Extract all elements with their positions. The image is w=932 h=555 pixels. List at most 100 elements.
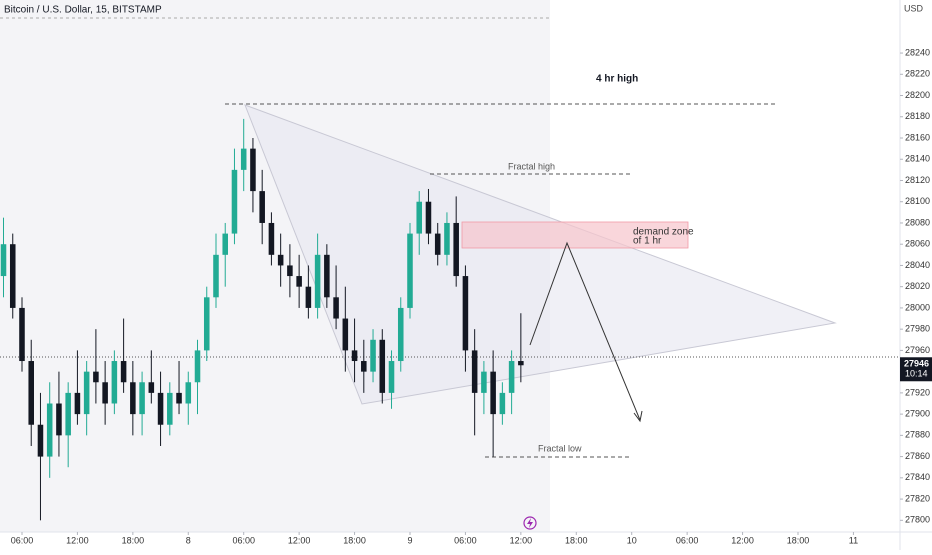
candle-body — [203, 297, 210, 351]
candle-body — [314, 254, 321, 308]
x-tick-label: 06:00 — [11, 535, 34, 545]
x-tick-label: 06:00 — [454, 535, 477, 545]
candle-body — [0, 244, 7, 277]
candle-body — [157, 392, 164, 425]
y-tick-label: 28120 — [905, 175, 930, 185]
candle-body — [287, 265, 293, 277]
candle-body — [471, 350, 478, 393]
alert-bolt — [527, 518, 533, 528]
candle-body — [499, 392, 506, 415]
y-tick-label: 27980 — [905, 324, 930, 334]
y-axis-label: USD — [904, 3, 924, 13]
candle-body — [397, 307, 404, 362]
y-tick-label: 28100 — [905, 196, 930, 206]
candle-body — [351, 350, 358, 362]
candle-body — [139, 382, 145, 415]
candles — [0, 118, 524, 521]
chart-title: Bitcoin / U.S. Dollar, 15, BITSTAMP — [4, 5, 162, 16]
candle-body — [462, 276, 469, 351]
candle-body — [333, 297, 339, 319]
candle-body — [407, 233, 413, 308]
x-tick-label: 12:00 — [731, 535, 754, 545]
last-price-label: 27946 — [904, 359, 929, 369]
candle-body — [102, 382, 108, 404]
arrow-head — [633, 410, 643, 423]
y-tick-label: 27960 — [905, 345, 930, 355]
candle-body — [361, 361, 367, 372]
candle-body — [508, 361, 515, 393]
x-tick-label: 06:00 — [232, 535, 255, 545]
candle-body — [259, 191, 265, 223]
candle-body — [185, 382, 192, 404]
x-tick-label: 9 — [407, 535, 412, 545]
candle-body — [28, 361, 34, 425]
candle-body — [342, 318, 349, 351]
candle-body — [56, 403, 62, 436]
y-tick-label: 28240 — [905, 47, 930, 57]
y-tick-label: 28000 — [905, 302, 930, 312]
alert-icon[interactable] — [523, 516, 537, 530]
x-tick-label: 12:00 — [510, 535, 533, 545]
candle-body — [83, 371, 90, 415]
candle-body — [490, 371, 496, 415]
y-tick-label: 27840 — [905, 472, 930, 482]
y-tick-label: 28080 — [905, 217, 930, 227]
countdown-label: 10:14 — [905, 369, 928, 379]
demand-zone — [461, 221, 689, 249]
candle-body — [74, 392, 81, 415]
y-tick-label: 28180 — [905, 111, 930, 121]
x-tick-label: 18:00 — [565, 535, 588, 545]
x-tick-label: 11 — [849, 535, 858, 545]
y-tick-label: 28200 — [905, 90, 930, 100]
annotation: of 1 hr — [633, 236, 662, 247]
candle-body — [444, 222, 450, 255]
last-price-box — [900, 357, 932, 382]
y-tick-label: 28220 — [905, 69, 930, 79]
candle-body — [481, 371, 487, 393]
candle-body — [453, 222, 459, 277]
y-tick-label: 27920 — [905, 387, 930, 397]
y-tick-label: 28140 — [905, 154, 930, 164]
x-tick-label: 10 — [627, 535, 637, 545]
candle-body — [130, 382, 136, 415]
candle-body — [416, 201, 423, 234]
candle-body — [176, 392, 182, 404]
x-tick-label: 12:00 — [288, 535, 311, 545]
candle-body — [370, 339, 376, 372]
y-tick-label: 27820 — [905, 493, 930, 503]
candle-body — [222, 233, 228, 255]
y-tick-label: 28160 — [905, 132, 930, 142]
candle-body — [250, 148, 256, 192]
annotation: Fractal low — [538, 443, 582, 453]
triangle-pattern — [244, 104, 837, 405]
candle-body — [388, 361, 395, 393]
annotation: 4 hr high — [596, 74, 638, 85]
candle-body — [120, 361, 127, 383]
candle-body — [277, 254, 284, 266]
candle-body — [240, 148, 247, 170]
y-tick-label: 27900 — [905, 408, 930, 418]
x-tick-label: 06:00 — [676, 535, 699, 545]
candle-body — [425, 201, 432, 234]
candle-body — [111, 361, 118, 404]
candle-body — [194, 350, 201, 383]
x-tick-label: 12:00 — [66, 535, 89, 545]
y-tick-label: 28020 — [905, 281, 930, 291]
candle-body — [268, 222, 275, 255]
candle-body — [19, 307, 25, 362]
y-tick-label: 27860 — [905, 451, 930, 461]
candle-body — [65, 392, 71, 436]
x-tick-label: 18:00 — [122, 535, 145, 545]
candle-body — [148, 382, 155, 393]
candle-body — [213, 254, 219, 298]
candle-body — [518, 361, 524, 366]
candle-body — [379, 339, 386, 393]
y-tick-label: 28060 — [905, 239, 930, 249]
projection-arrow — [529, 241, 641, 421]
candle-body — [231, 169, 238, 234]
candle-body — [434, 233, 441, 255]
candle-body — [324, 254, 330, 298]
y-tick-label: 28040 — [905, 260, 930, 270]
candle-body — [46, 403, 53, 457]
